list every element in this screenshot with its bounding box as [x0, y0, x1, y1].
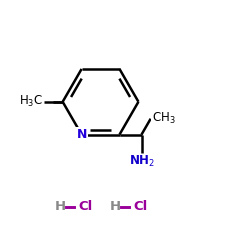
Text: H: H — [110, 200, 121, 213]
Text: H$_3$C: H$_3$C — [19, 94, 43, 109]
Text: H: H — [55, 200, 66, 213]
Text: Cl: Cl — [78, 200, 93, 213]
Text: Cl: Cl — [134, 200, 148, 213]
Text: CH$_3$: CH$_3$ — [152, 111, 176, 126]
Text: N: N — [76, 128, 87, 141]
Text: $\mathregular{H_3C}$: $\mathregular{H_3C}$ — [18, 94, 41, 108]
Text: NH$_2$: NH$_2$ — [129, 154, 155, 169]
